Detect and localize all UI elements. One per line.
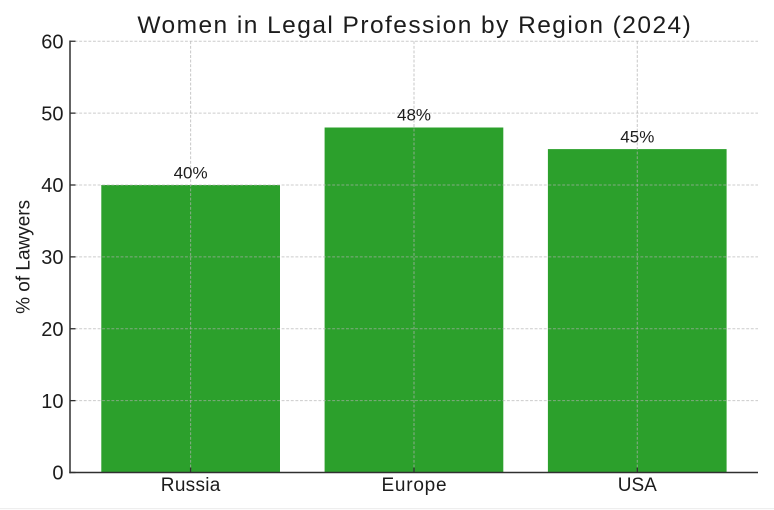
svg-text:USA: USA: [618, 475, 657, 496]
svg-text:Russia: Russia: [161, 475, 221, 496]
svg-text:40: 40: [41, 175, 63, 197]
svg-text:50: 50: [41, 103, 63, 125]
svg-text:20: 20: [41, 319, 63, 341]
svg-text:48%: 48%: [397, 105, 431, 124]
svg-text:0: 0: [52, 463, 63, 485]
svg-text:45%: 45%: [620, 128, 654, 147]
svg-text:Europe: Europe: [382, 475, 448, 496]
svg-text:% of Lawyers: % of Lawyers: [14, 200, 35, 314]
svg-text:30: 30: [41, 247, 63, 269]
svg-text:60: 60: [41, 31, 63, 53]
svg-text:Women in Legal Profession by R: Women in Legal Profession by Region (202…: [137, 12, 692, 39]
svg-text:40%: 40%: [174, 163, 208, 182]
svg-text:10: 10: [41, 391, 63, 413]
